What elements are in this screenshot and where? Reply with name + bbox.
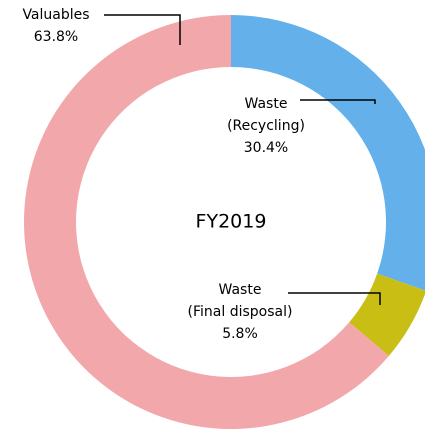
slice-label: Waste bbox=[245, 96, 288, 112]
slice bbox=[231, 15, 425, 291]
leader-line bbox=[104, 14, 181, 45]
value-label: 63.8% bbox=[34, 29, 78, 45]
slice bbox=[349, 273, 425, 356]
slice-label: (Recycling) bbox=[227, 118, 305, 134]
value-label: 5.8% bbox=[222, 326, 258, 342]
leader-line bbox=[288, 292, 381, 305]
leader-line bbox=[300, 99, 376, 104]
slice bbox=[23, 15, 389, 429]
slice-label: Valuables bbox=[22, 7, 89, 23]
slice-label: (Final disposal) bbox=[188, 304, 293, 320]
slice-label: Waste bbox=[219, 282, 262, 298]
value-label: 30.4% bbox=[244, 140, 288, 156]
slices bbox=[23, 15, 425, 429]
center-label: FY2019 bbox=[196, 211, 267, 233]
